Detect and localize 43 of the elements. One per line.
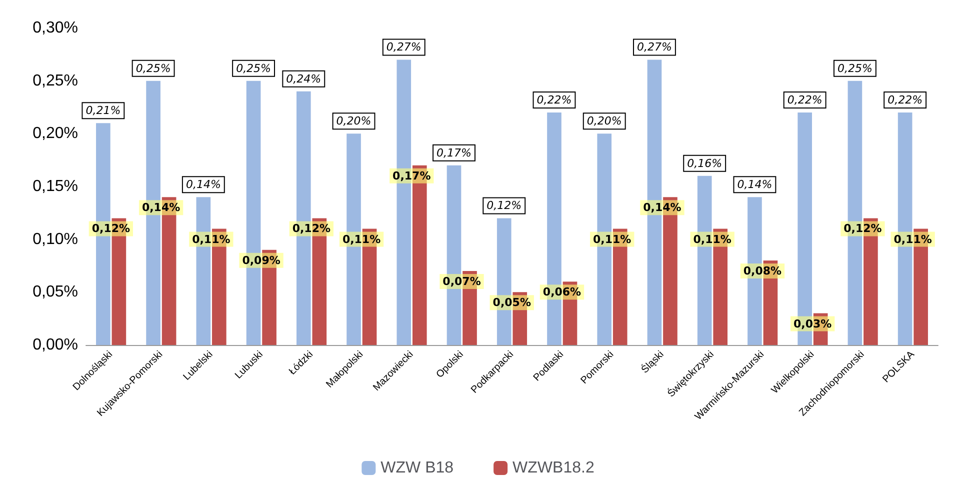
data-label: 0,16% bbox=[687, 156, 722, 170]
data-label: 0,07% bbox=[442, 275, 481, 288]
data-label: 0,12% bbox=[844, 222, 882, 236]
y-tick-label: 0,00% bbox=[32, 336, 78, 354]
y-tick-label: 0,05% bbox=[32, 284, 78, 301]
data-label: 0,12% bbox=[292, 222, 330, 236]
data-label: 0,08% bbox=[743, 264, 782, 278]
data-label: 0,27% bbox=[637, 40, 672, 54]
data-label: 0,22% bbox=[536, 94, 572, 107]
data-label: 0,22% bbox=[888, 94, 923, 107]
data-label: 0,06% bbox=[542, 286, 582, 299]
y-tick-label: 0,10% bbox=[32, 230, 78, 248]
data-label: 0,14% bbox=[186, 178, 221, 192]
data-label: 0,05% bbox=[492, 296, 531, 310]
data-label: 0,11% bbox=[894, 232, 932, 246]
legend-label: WZW B18 bbox=[380, 460, 454, 476]
data-label: 0,25% bbox=[837, 62, 872, 75]
data-label: 0,25% bbox=[136, 62, 171, 75]
y-tick-label: 0,25% bbox=[32, 72, 78, 90]
data-label: 0,14% bbox=[643, 201, 682, 214]
data-label: 0,14% bbox=[142, 201, 180, 214]
data-label: 0,22% bbox=[787, 94, 822, 107]
data-label: 0,25% bbox=[236, 62, 272, 75]
data-label: 0,24% bbox=[286, 72, 322, 86]
legend-label: WZWB18.2 bbox=[512, 460, 594, 476]
y-tick-label: 0,15% bbox=[32, 178, 78, 195]
data-label: 0,17% bbox=[392, 169, 431, 182]
data-label: 0,20% bbox=[586, 114, 622, 128]
data-label: 0,03% bbox=[793, 317, 832, 330]
data-label: 0,09% bbox=[242, 254, 280, 267]
data-label: 0,14% bbox=[737, 178, 772, 192]
data-label: 0,27% bbox=[386, 40, 422, 54]
data-label: 0,20% bbox=[336, 114, 372, 128]
data-label: 0,12% bbox=[486, 199, 522, 212]
y-tick-label: 0,20% bbox=[32, 125, 78, 142]
data-label: 0,17% bbox=[436, 146, 472, 160]
data-label: 0,11% bbox=[693, 232, 732, 246]
y-tick-label: 0,30% bbox=[32, 20, 78, 36]
data-label: 0,11% bbox=[192, 232, 230, 246]
data-label: 0,11% bbox=[342, 232, 381, 246]
data-label: 0,11% bbox=[593, 232, 632, 246]
data-label: 0,12% bbox=[92, 222, 130, 236]
data-label: 0,21% bbox=[86, 104, 121, 118]
